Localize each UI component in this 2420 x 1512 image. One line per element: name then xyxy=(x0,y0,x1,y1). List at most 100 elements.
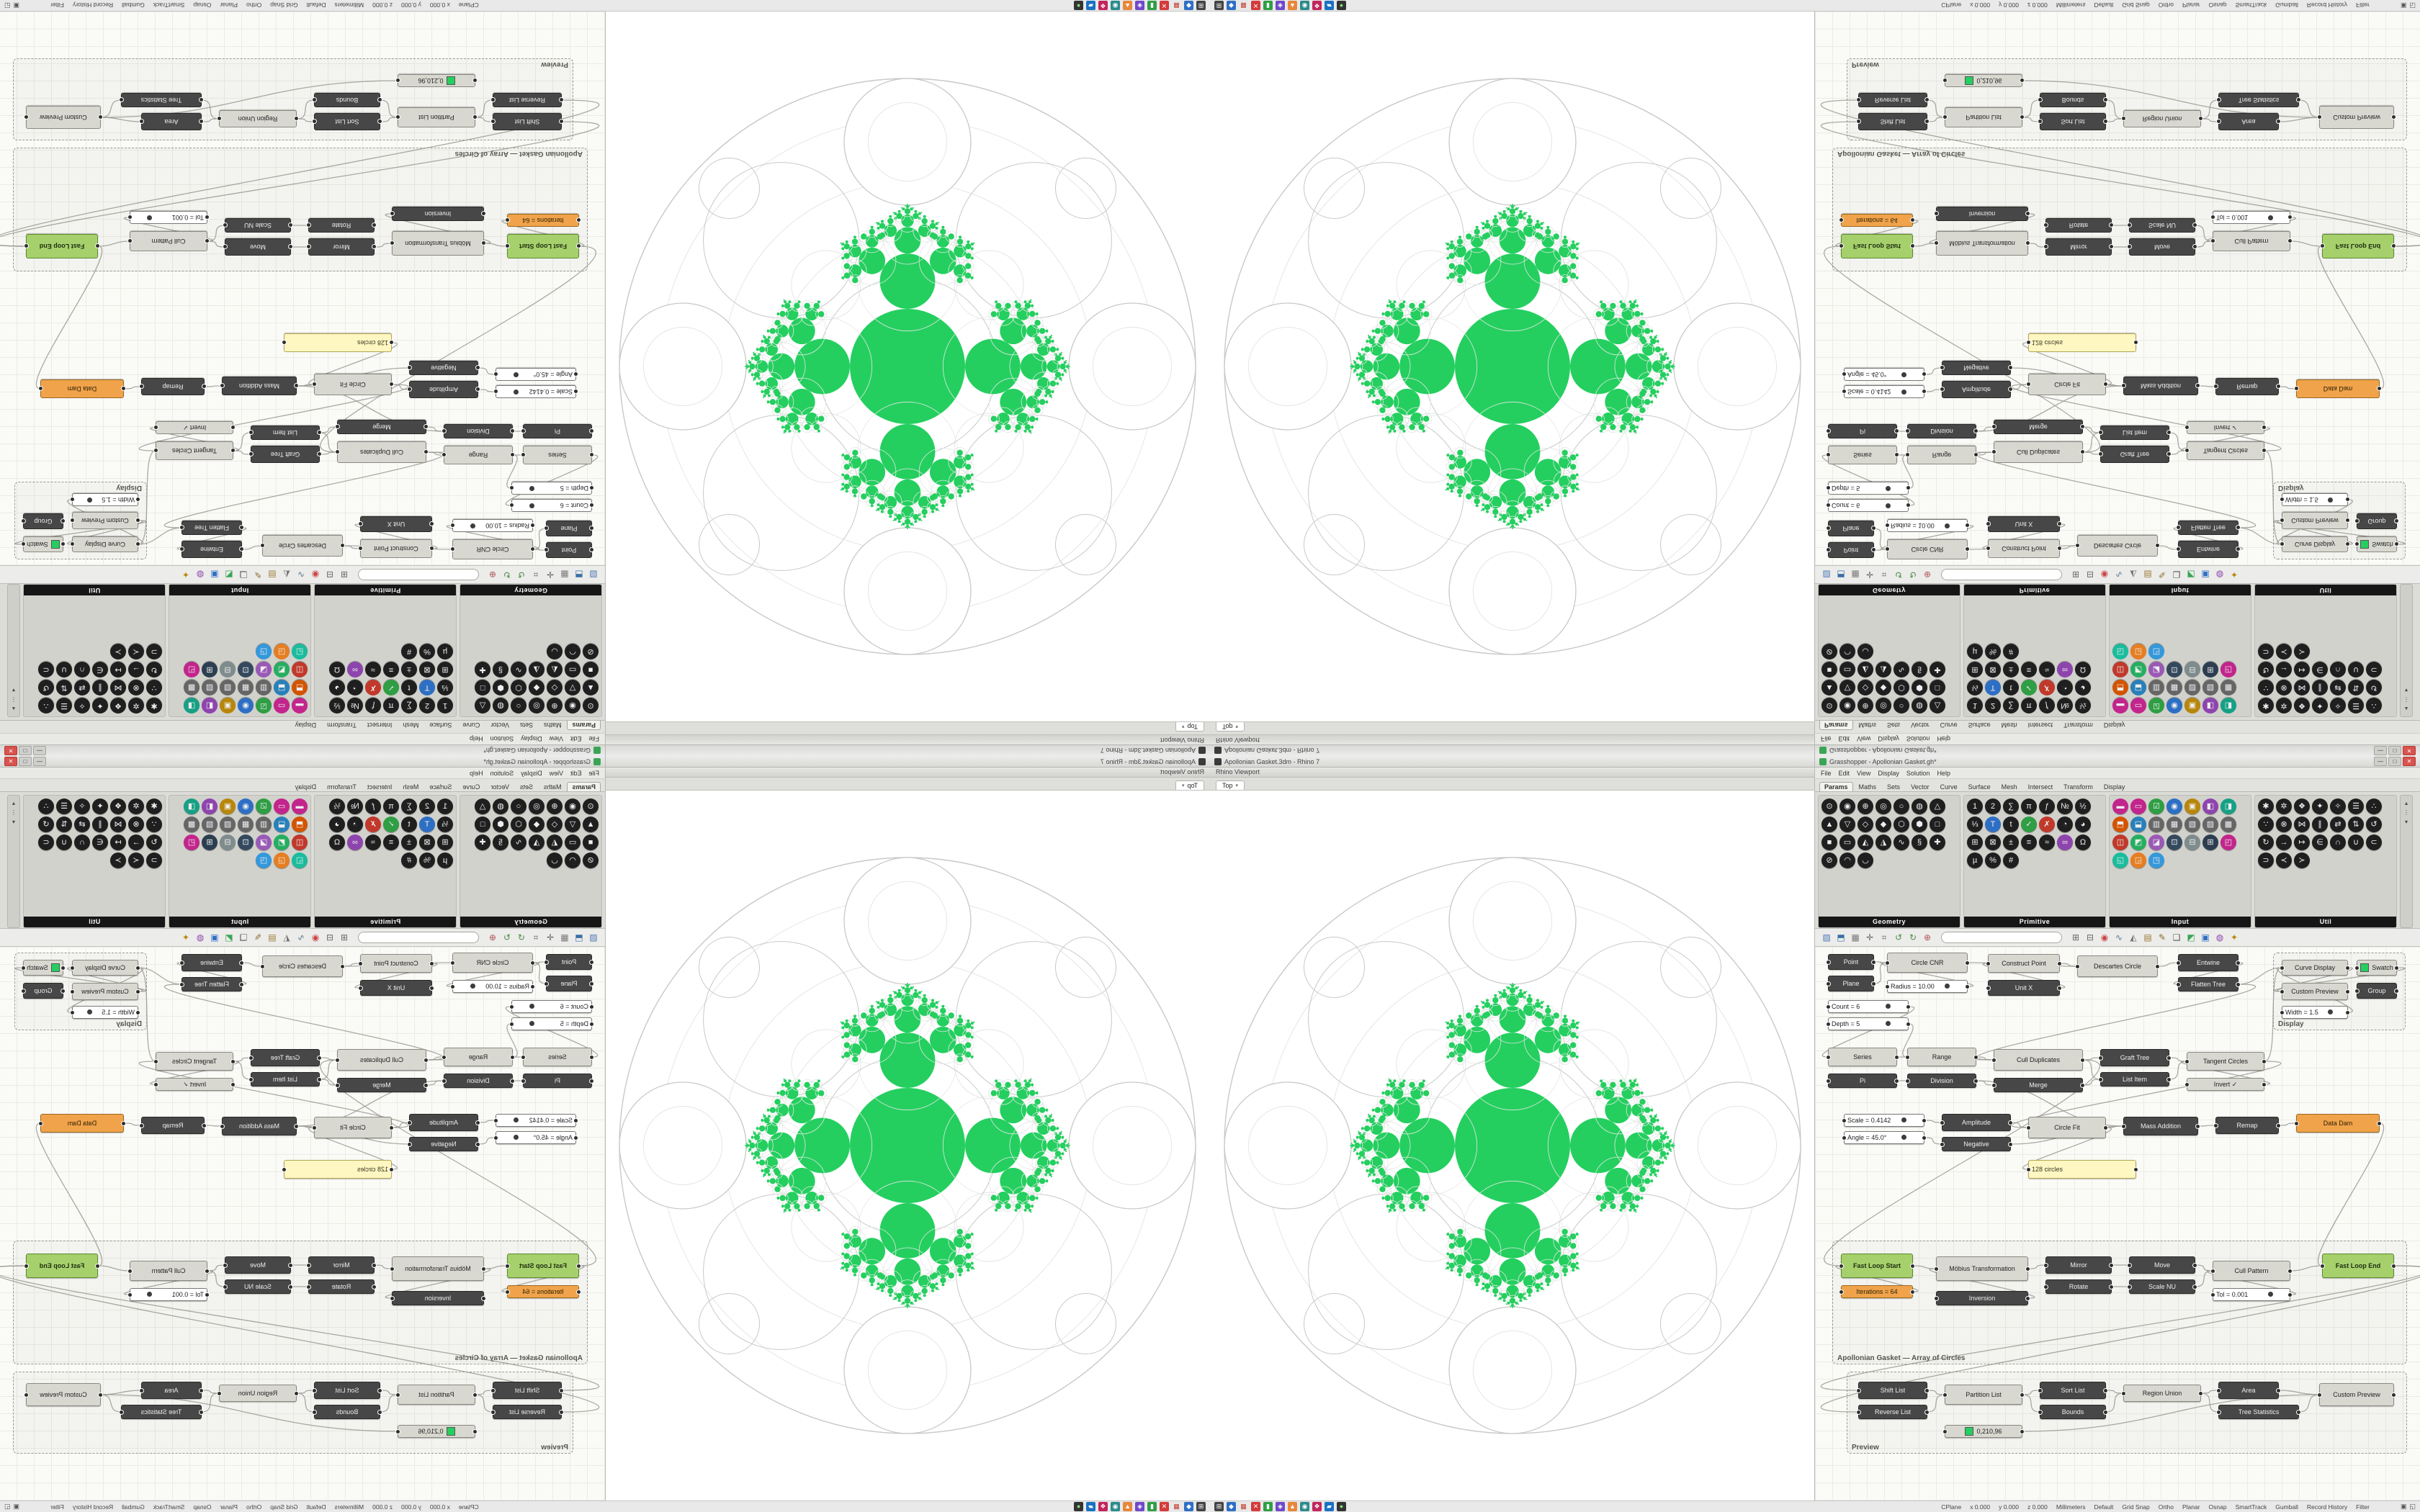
gh-toolbar-icon[interactable]: ▦ xyxy=(1851,570,1860,580)
palette-scroll-button[interactable]: ▾ xyxy=(2404,819,2408,825)
gh-node[interactable]: Group xyxy=(2354,983,2399,999)
gh-node[interactable]: Tree Statistics xyxy=(2216,1405,2301,1419)
taskbar-app-icon[interactable]: ◉ xyxy=(1111,1502,1120,1511)
component-icon[interactable]: ▭ xyxy=(2130,798,2146,814)
component-icon[interactable]: ◧ xyxy=(2202,698,2218,714)
component-icon[interactable]: ✱ xyxy=(146,698,162,714)
gh-node[interactable]: Swatch xyxy=(23,960,63,976)
component-icon[interactable]: ✦ xyxy=(2312,798,2328,814)
gh-node[interactable]: Point xyxy=(546,542,592,558)
gh-node[interactable]: Data Dam xyxy=(2294,1114,2382,1133)
component-icon[interactable]: ⬢ xyxy=(493,816,508,832)
component-icon[interactable]: ⊘ xyxy=(1821,852,1837,868)
gh-node[interactable]: Unit X xyxy=(1988,516,2060,532)
gh-node[interactable]: Move xyxy=(225,238,291,256)
component-icon[interactable]: ◰ xyxy=(2220,662,2236,678)
gh-node[interactable]: Depth = 5 xyxy=(511,482,592,495)
gh-node[interactable]: Count = 6 xyxy=(1828,499,1909,512)
gh-node[interactable]: Curve Display xyxy=(72,536,138,552)
component-icon[interactable]: % xyxy=(1985,852,2001,868)
gh-node[interactable]: Sort List xyxy=(314,113,380,130)
gh-node[interactable]: Invert ✓ xyxy=(156,421,233,434)
palette-scroll-button[interactable]: ▴ xyxy=(2404,800,2408,806)
component-icon[interactable]: ◩ xyxy=(2130,834,2146,850)
component-icon[interactable]: ✲ xyxy=(128,798,144,814)
component-icon[interactable]: ◮ xyxy=(529,662,544,678)
menu-display[interactable]: Display xyxy=(521,769,542,777)
gh-node[interactable]: Entwine xyxy=(2176,954,2241,971)
gh-canvas[interactable]: Apollonian Gasket — Array of Circles Disp… xyxy=(1815,12,2420,565)
gh-canvas[interactable]: Apollonian Gasket — Array of Circles Disp… xyxy=(0,12,605,565)
gh-node[interactable]: Rotate xyxy=(2045,218,2112,233)
component-icon[interactable]: ∑ xyxy=(401,798,417,814)
component-icon[interactable]: % xyxy=(419,644,435,660)
tab-params[interactable]: Params xyxy=(1819,721,1853,730)
component-icon[interactable]: ⊞ xyxy=(202,834,218,850)
gh-node[interactable]: List Item xyxy=(251,426,320,440)
gh-toolbar-icon[interactable]: ▣ xyxy=(2201,570,2210,580)
tab-surface[interactable]: Surface xyxy=(1968,721,1991,729)
component-icon[interactable]: ƒ xyxy=(365,698,381,714)
taskbar-app-icon[interactable]: ▮ xyxy=(1147,1502,1157,1511)
component-icon[interactable]: ✓ xyxy=(2021,680,2037,696)
gh-node[interactable]: Mass Addition xyxy=(222,1117,297,1135)
component-icon[interactable]: ⇅ xyxy=(2348,816,2364,832)
component-icon[interactable]: ◩ xyxy=(2130,662,2146,678)
component-icon[interactable]: Ω xyxy=(2075,834,2091,850)
gh-node[interactable]: Unit X xyxy=(360,980,432,996)
gh-node[interactable]: Region Union xyxy=(2121,1385,2203,1402)
component-icon[interactable]: ◉ xyxy=(238,698,254,714)
tab-transform[interactable]: Transform xyxy=(2063,783,2093,791)
gh-node[interactable]: Tol = 0.001 xyxy=(2210,1288,2293,1301)
gh-toolbar-icon[interactable]: ❏ xyxy=(239,570,248,580)
gh-node[interactable]: Rotate xyxy=(308,218,375,233)
component-icon[interactable]: T xyxy=(419,680,435,696)
component-icon[interactable]: ∈ xyxy=(2312,662,2328,678)
gh-node[interactable]: Flatten Tree xyxy=(2176,977,2241,991)
gh-toolbar-icon[interactable]: ⊕ xyxy=(488,932,497,942)
taskbar-app-icon[interactable]: ⊞ xyxy=(1196,1,1206,10)
component-icon[interactable]: ∞ xyxy=(347,662,363,678)
component-icon[interactable]: ✲ xyxy=(128,698,144,714)
component-icon[interactable]: ✦ xyxy=(92,698,108,714)
taskbar-app-icon[interactable]: ▲ xyxy=(1123,1,1132,10)
gh-toolbar-icon[interactable]: ✦ xyxy=(182,932,190,942)
gh-node[interactable]: Entwine xyxy=(2178,541,2238,558)
component-icon[interactable]: ⊂ xyxy=(38,662,54,678)
gh-toolbar-icon[interactable]: ▦ xyxy=(560,932,569,942)
slider-handle[interactable] xyxy=(1885,486,1891,491)
gh-node[interactable]: Shift List xyxy=(1856,1382,1930,1399)
gh-node[interactable]: Iterations = 64 xyxy=(1841,214,1913,227)
gh-node[interactable]: Pi xyxy=(523,424,592,438)
gh-node[interactable]: Partition List xyxy=(398,1385,475,1405)
taskbar-app-icon[interactable]: ▲ xyxy=(1123,1502,1132,1511)
gh-toolbar-icon[interactable]: ▤ xyxy=(268,932,277,942)
component-icon[interactable]: ▬ xyxy=(2112,798,2128,814)
component-icon[interactable]: ▥ xyxy=(2148,680,2164,696)
component-icon[interactable]: ≻ xyxy=(2294,644,2310,660)
gh-toolbar-icon[interactable]: ✎ xyxy=(254,570,262,580)
gh-node[interactable]: Circle CNR xyxy=(1885,953,1970,973)
component-icon[interactable]: ▬ xyxy=(292,698,308,714)
tab-params[interactable]: Params xyxy=(567,782,601,791)
gh-node[interactable]: Fast Loop End xyxy=(2322,234,2394,258)
gh-node[interactable]: Graft Tree xyxy=(2098,1049,2172,1066)
gh-node[interactable]: Cull Duplicates xyxy=(337,441,426,463)
component-icon[interactable]: ⬓ xyxy=(2130,816,2146,832)
gh-toolbar-icon[interactable]: ⊕ xyxy=(1923,570,1932,580)
component-icon[interactable]: ◭ xyxy=(1857,834,1873,850)
gh-node[interactable]: Scale NU xyxy=(2129,218,2195,233)
component-icon[interactable]: ∩ xyxy=(2330,834,2346,850)
component-icon[interactable]: ✧ xyxy=(2330,798,2346,814)
gh-toolbar-icon[interactable]: ❏ xyxy=(239,932,248,942)
component-icon[interactable]: ◆ xyxy=(1876,816,1891,832)
component-icon[interactable]: ⊘ xyxy=(583,852,599,868)
component-icon[interactable]: ⊠ xyxy=(1985,662,2001,678)
component-icon[interactable]: ◨ xyxy=(184,798,200,814)
gh-node[interactable]: List Item xyxy=(2098,1072,2172,1086)
gh-node[interactable]: Merge xyxy=(337,1078,426,1092)
component-icon[interactable]: ⬡ xyxy=(511,816,526,832)
component-icon[interactable]: ⊕ xyxy=(547,798,563,814)
gh-node[interactable]: Circle Fit xyxy=(314,1117,392,1138)
component-icon[interactable]: µ xyxy=(1967,644,1983,660)
